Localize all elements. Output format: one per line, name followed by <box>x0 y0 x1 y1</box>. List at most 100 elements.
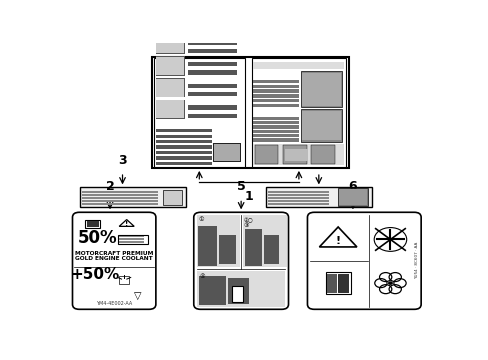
Bar <box>198 226 217 266</box>
Text: 4: 4 <box>314 154 323 167</box>
Bar <box>187 41 237 45</box>
Bar <box>156 151 212 154</box>
Bar <box>243 215 286 267</box>
Bar <box>187 92 237 96</box>
FancyBboxPatch shape <box>72 212 156 309</box>
Bar <box>82 194 158 196</box>
Bar <box>265 187 371 207</box>
Bar <box>85 220 100 228</box>
Bar <box>253 99 298 102</box>
Bar <box>156 79 184 96</box>
Circle shape <box>387 281 392 285</box>
Text: +50%: +50% <box>70 267 120 282</box>
Bar <box>301 73 341 106</box>
Bar <box>82 197 158 199</box>
Text: 3: 3 <box>118 154 126 167</box>
Bar <box>301 111 341 140</box>
Bar <box>253 121 298 125</box>
Text: 2: 2 <box>105 180 114 193</box>
Text: ③: ③ <box>243 223 248 228</box>
Text: YU54 · 8C607 · AA: YU54 · 8C607 · AA <box>414 242 418 279</box>
Text: 50%: 50% <box>78 229 117 247</box>
Bar <box>154 58 244 167</box>
Text: ①: ① <box>198 217 203 222</box>
Bar <box>253 85 298 88</box>
Bar <box>199 276 225 305</box>
Bar <box>231 286 243 302</box>
Bar <box>267 203 328 205</box>
Text: YM4-4E002-AA: YM4-4E002-AA <box>96 301 132 306</box>
Text: 1: 1 <box>244 190 253 203</box>
Bar <box>267 200 328 202</box>
Bar <box>187 84 237 88</box>
Bar <box>253 139 298 142</box>
Bar <box>119 238 144 240</box>
Bar <box>253 130 298 133</box>
Text: 5: 5 <box>236 180 245 193</box>
Bar <box>156 135 212 138</box>
Bar <box>119 276 129 284</box>
Bar <box>219 235 236 264</box>
Bar <box>196 271 285 307</box>
Text: !: ! <box>125 221 128 227</box>
Text: ②○: ②○ <box>243 217 252 223</box>
Text: ▽: ▽ <box>134 291 141 301</box>
Bar <box>156 35 184 54</box>
Bar <box>254 145 278 164</box>
Bar <box>300 71 342 107</box>
Bar <box>264 235 279 264</box>
Bar <box>212 143 240 161</box>
Bar <box>253 126 298 129</box>
Bar <box>80 187 186 207</box>
Text: GOLD ENGINE COOLANT: GOLD ENGINE COOLANT <box>75 256 153 261</box>
Bar <box>156 100 184 118</box>
Bar <box>244 229 262 266</box>
Bar <box>251 58 346 167</box>
Bar <box>156 140 212 143</box>
Bar <box>253 134 298 138</box>
Bar <box>326 274 337 293</box>
Bar <box>253 144 344 165</box>
Bar <box>187 70 237 75</box>
Bar <box>267 197 328 199</box>
Bar <box>253 117 298 120</box>
Bar <box>267 194 328 196</box>
Bar <box>338 274 348 293</box>
Bar <box>86 221 92 227</box>
Bar <box>284 149 308 161</box>
Bar <box>187 62 237 67</box>
Bar <box>253 94 298 98</box>
Bar <box>156 56 184 76</box>
Bar <box>82 192 158 193</box>
Bar <box>283 145 306 164</box>
Bar <box>337 188 367 206</box>
Bar <box>117 235 147 244</box>
FancyBboxPatch shape <box>193 212 288 309</box>
Bar <box>187 105 237 110</box>
Bar <box>82 203 158 205</box>
FancyBboxPatch shape <box>307 212 420 309</box>
Bar <box>119 236 144 238</box>
Bar <box>253 104 298 107</box>
Bar <box>325 273 350 294</box>
Text: 6: 6 <box>348 180 357 193</box>
Bar <box>227 278 248 304</box>
Bar <box>156 36 184 53</box>
Bar <box>300 109 342 142</box>
Bar <box>156 57 184 75</box>
Bar <box>311 145 334 164</box>
Bar <box>152 57 348 168</box>
Bar <box>196 215 240 267</box>
Text: !: ! <box>335 236 340 246</box>
Bar <box>156 99 184 119</box>
Text: ④: ④ <box>199 274 204 279</box>
Bar <box>212 143 240 161</box>
Bar <box>253 62 344 69</box>
Bar <box>156 162 212 165</box>
Text: MOTORCRAFT PREMIUM: MOTORCRAFT PREMIUM <box>75 251 153 256</box>
Bar <box>119 241 144 243</box>
Bar <box>156 129 212 132</box>
Bar <box>82 200 158 202</box>
Bar <box>187 49 237 53</box>
Bar <box>187 114 237 118</box>
